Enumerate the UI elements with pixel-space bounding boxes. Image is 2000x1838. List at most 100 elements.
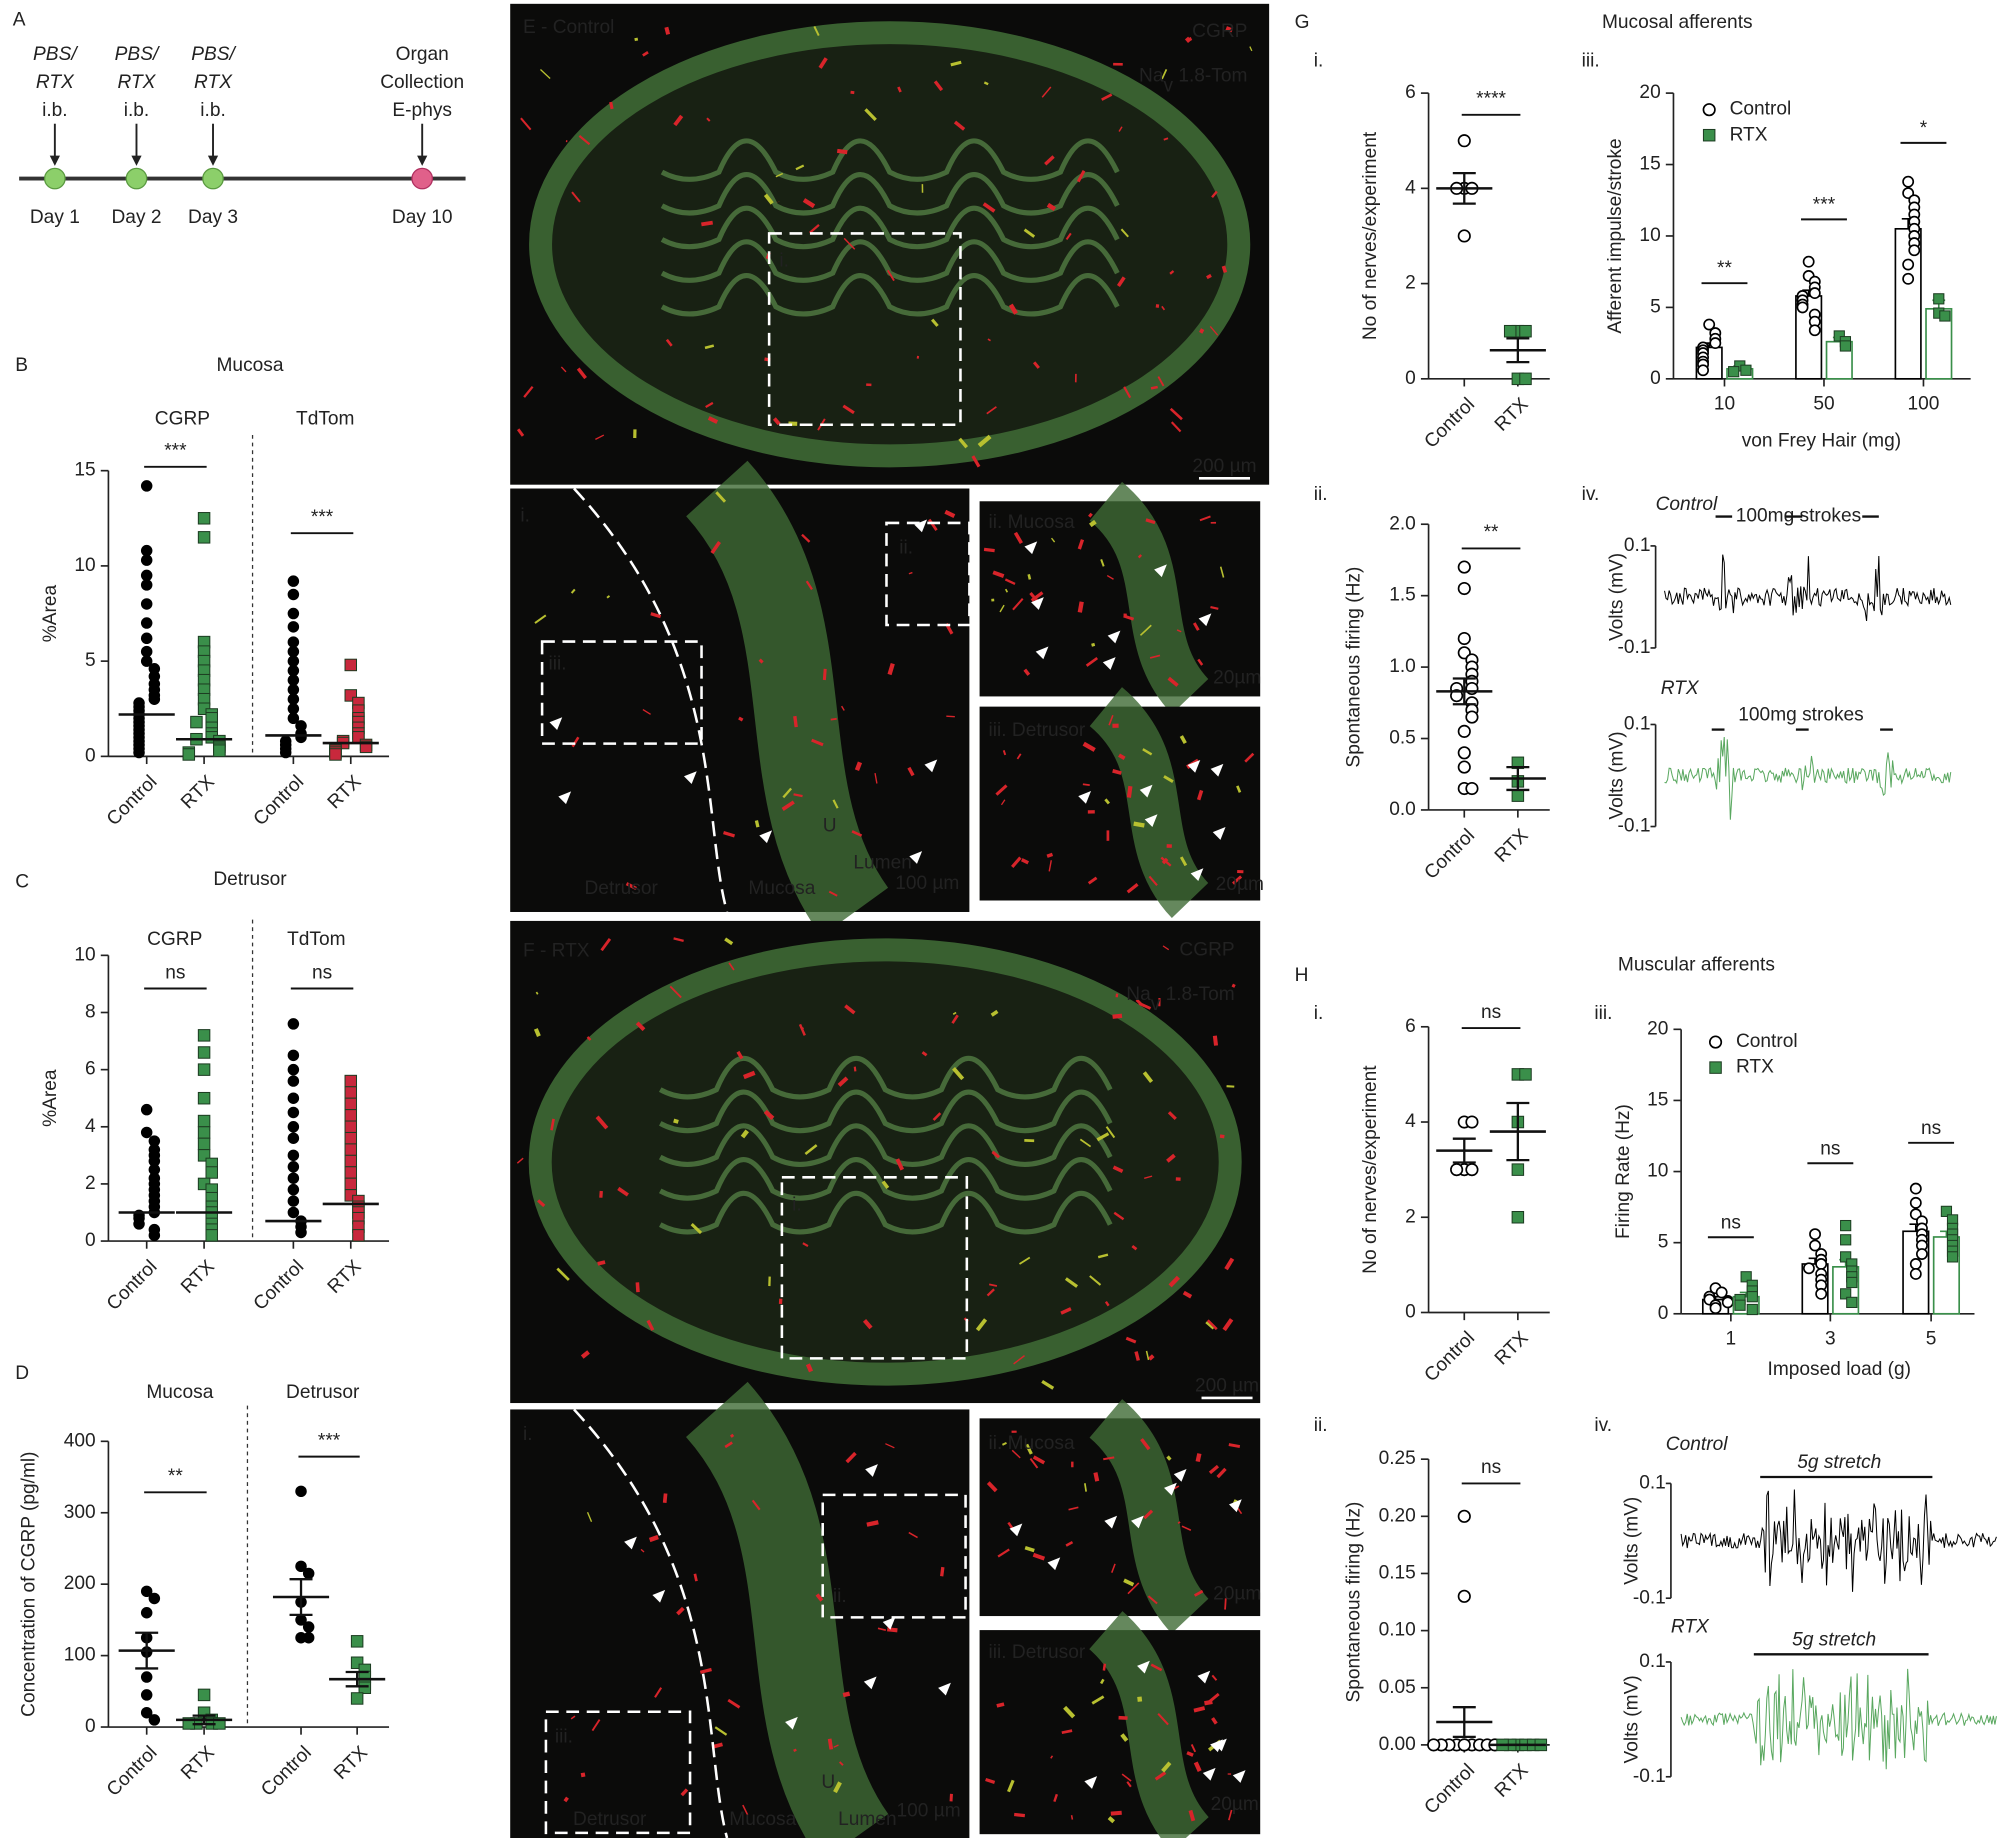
fiber — [1177, 1521, 1181, 1524]
y-tick-label: 8 — [85, 1002, 96, 1023]
fiber — [1107, 1816, 1116, 1824]
roi-label: iii. — [555, 1726, 573, 1747]
fiber — [1000, 799, 1006, 806]
arrowhead — [1107, 630, 1121, 644]
data-point — [197, 1137, 211, 1151]
data-point — [140, 544, 153, 557]
x-tick-label: RTX — [177, 1742, 219, 1784]
fiber — [570, 1715, 576, 1720]
fiber — [950, 60, 962, 67]
fiber — [811, 738, 824, 747]
fiber — [650, 612, 662, 619]
fiber — [907, 766, 915, 777]
data-point — [148, 1592, 161, 1605]
scale-label: 100 µm — [895, 873, 959, 894]
error-bar — [1506, 765, 1530, 792]
fiber — [609, 101, 614, 110]
fiber — [1179, 735, 1187, 745]
fiber — [1143, 1509, 1154, 1520]
y-tick-label: 20 — [1647, 1018, 1668, 1039]
arrowhead — [549, 717, 563, 730]
x-tick-label: RTX — [177, 1256, 219, 1298]
scale-label: 200 µm — [1195, 1376, 1259, 1397]
arrowhead — [1084, 1776, 1098, 1789]
fiber — [1192, 622, 1200, 631]
data-point — [302, 1621, 315, 1633]
data-point — [197, 1063, 211, 1076]
region-marker: U — [823, 816, 837, 837]
region-marker: U — [821, 1772, 835, 1793]
fiber — [951, 1014, 959, 1024]
data-point — [1796, 301, 1809, 314]
y-tick-label: 0.20 — [1379, 1505, 1416, 1526]
fiber — [1216, 1467, 1227, 1479]
fiber — [1013, 531, 1023, 545]
data-point — [1519, 324, 1532, 338]
fiber — [523, 385, 534, 398]
data-point — [350, 1692, 364, 1705]
roi-box — [544, 1710, 692, 1835]
data-point — [1802, 255, 1815, 268]
data-point — [1809, 1228, 1821, 1241]
fiber — [1193, 1761, 1202, 1772]
fiber — [758, 658, 764, 664]
fiber — [669, 985, 682, 999]
fiber — [1088, 512, 1093, 518]
tissue-band — [685, 460, 889, 937]
event-label: PBS/ — [191, 44, 236, 65]
fiber — [1169, 270, 1175, 275]
significance-label: ns — [312, 962, 332, 983]
fiber — [1228, 1443, 1241, 1448]
data-point — [287, 1195, 300, 1207]
fiber — [986, 1288, 995, 1297]
fiber — [578, 135, 591, 146]
fiber — [1148, 875, 1158, 886]
trace-name: Control — [1666, 1434, 1728, 1455]
fiber — [988, 1283, 998, 1287]
stain-label: CGRP — [1179, 939, 1234, 960]
y-tick-label: 0.1 — [1624, 535, 1651, 556]
data-point — [302, 1632, 315, 1644]
y-tick-label: -0.1 — [1618, 816, 1651, 837]
y-tick-label: 0.10 — [1379, 1620, 1416, 1641]
fiber — [595, 434, 605, 441]
fiber — [1046, 852, 1054, 858]
fiber — [1157, 1712, 1169, 1726]
fiber — [851, 830, 863, 837]
data-point — [344, 1177, 358, 1191]
y-tick-label: -0.1 — [1633, 1587, 1666, 1608]
arrowhead — [863, 1676, 877, 1690]
fiber — [1004, 588, 1009, 593]
fiber — [1228, 1809, 1233, 1821]
fiber — [1018, 1256, 1031, 1265]
fiber — [1048, 860, 1052, 872]
arrowhead — [1197, 1670, 1211, 1684]
data-point — [140, 617, 153, 629]
y-tick-label: 10 — [1639, 225, 1660, 246]
fiber — [833, 1781, 842, 1794]
y-tick-label: 0 — [85, 1230, 96, 1251]
data-point — [1902, 258, 1915, 271]
fiber — [1179, 856, 1188, 867]
fiber — [944, 509, 956, 519]
region-label: Mucosa — [729, 1809, 796, 1830]
fiber — [828, 890, 838, 897]
roi-box — [767, 232, 962, 427]
fiber — [535, 991, 539, 995]
fiber — [1112, 1013, 1123, 1019]
roi-label: iii. — [548, 654, 566, 675]
fiber — [1061, 1729, 1073, 1735]
subpanel-label: iv. — [1594, 1415, 1612, 1436]
fiber — [977, 434, 992, 448]
fiber — [673, 1118, 679, 1124]
fiber — [772, 417, 781, 426]
x-tick-label: RTX — [177, 771, 219, 813]
y-axis-label: %Area — [40, 584, 61, 642]
data-point — [182, 748, 196, 761]
panel-letter: H — [1295, 965, 1309, 986]
x-tick-label: Control — [250, 772, 308, 830]
significance-label: ns — [1481, 1002, 1501, 1023]
fiber — [1101, 93, 1113, 101]
panel-letter: A — [13, 9, 26, 30]
y-tick-label: 200 — [64, 1573, 96, 1594]
